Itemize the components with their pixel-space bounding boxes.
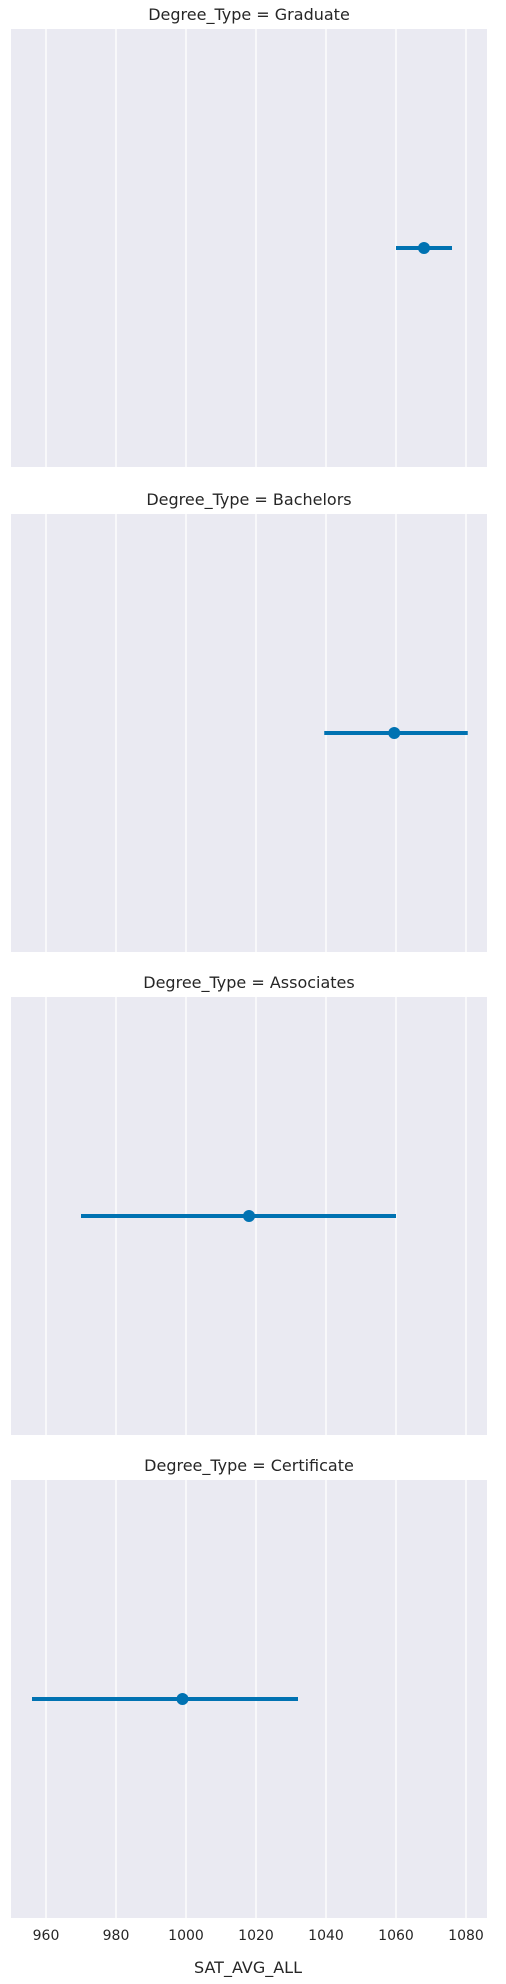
x-axis-label: SAT_AVG_ALL [194, 1958, 302, 1978]
facet-panel-4: Degree_Type = Certificate [11, 1456, 487, 1918]
x-axis: 960 980 1000 1020 1040 1060 1080 [33, 1928, 484, 1944]
facets: Degree_Type = Graduate Degree_Type = Bach… [11, 5, 487, 1918]
estimate-point [388, 727, 401, 739]
facet-title: Degree_Type = Certificate [144, 1456, 354, 1476]
facet-panel-2: Degree_Type = Bachelors [11, 490, 487, 952]
x-tick-label: 960 [33, 1928, 60, 1944]
facet-title: Degree_Type = Associates [143, 973, 354, 993]
estimate-point [418, 242, 430, 254]
facet-title: Degree_Type = Graduate [148, 5, 350, 25]
x-tick-label: 1000 [168, 1928, 204, 1944]
x-tick-label: 1040 [308, 1928, 344, 1944]
x-tick-label: 1060 [378, 1928, 414, 1944]
x-tick-label: 980 [103, 1928, 130, 1944]
x-tick-label: 1020 [238, 1928, 274, 1944]
estimate-point [176, 1693, 189, 1705]
x-tick-label: 1080 [448, 1928, 484, 1944]
estimate-point [243, 1210, 255, 1222]
facet-panel-1: Degree_Type = Graduate [11, 5, 487, 467]
facet-title: Degree_Type = Bachelors [146, 490, 351, 510]
facet-panel-3: Degree_Type = Associates [11, 973, 487, 1435]
